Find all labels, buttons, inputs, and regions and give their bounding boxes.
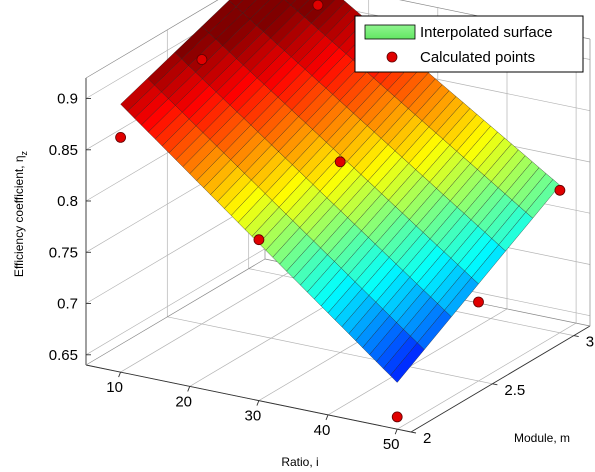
z-tick-label: 0.7 [57, 296, 78, 313]
grid-line-x [397, 322, 577, 430]
grid-line-x [120, 265, 300, 373]
y-tick-mark [492, 383, 498, 386]
x-tick-mark [256, 400, 260, 406]
surface-facet [242, 0, 270, 20]
x-tick-mark [118, 371, 122, 378]
y-tick-label: 3 [586, 334, 594, 351]
grid-line-x [327, 308, 508, 416]
legend-label-points: Calculated points [420, 49, 535, 66]
z-tick-label: 0.8 [57, 193, 78, 210]
z-tick-label: 0.65 [49, 347, 78, 364]
calculated-point [115, 131, 126, 143]
surface-facet [304, 0, 335, 24]
legend-label-surface: Interpolated surface [420, 24, 553, 41]
z-axis-label-sub: z [19, 150, 29, 155]
legend: Interpolated surface Calculated points [354, 15, 584, 73]
x-axis-label: Ratio, i [281, 455, 318, 469]
y-tick-label: 2.5 [504, 382, 525, 399]
tick-labels: 10 20 30 40 50 2 2.5 3 0.65 0.7 0.75 0.8 0.85 0.9 [49, 91, 594, 454]
legend-marker-points [386, 51, 398, 63]
y-tick-mark [410, 431, 417, 434]
x-tick-label: 10 [106, 379, 123, 396]
surface-facet [235, 0, 257, 14]
x-tick-mark [325, 414, 329, 421]
y-tick-label: 2 [423, 430, 431, 447]
x-tick-label: 30 [245, 408, 262, 425]
grid-line-y [167, 316, 493, 385]
y-axis-line [410, 325, 591, 433]
svg-text:Efficiency coefficient, ηz: Efficiency coefficient, ηz [12, 150, 29, 277]
top-edge [85, 0, 219, 79]
surface-facet [284, 0, 296, 6]
calculated-point [312, 0, 324, 11]
calculated-point [391, 411, 403, 423]
surface-facet [228, 0, 244, 8]
z-tick-label: 0.85 [49, 142, 78, 159]
x-axis-line [85, 364, 412, 433]
interpolated-surface [120, 0, 561, 383]
z-tick-label: 0.75 [49, 244, 78, 261]
z-axis-label-main: Efficiency coefficient, η [12, 155, 26, 277]
x-tick-label: 20 [175, 393, 192, 410]
calculated-point [196, 54, 208, 65]
calculated-point [334, 156, 346, 168]
legend-swatch-surface [364, 24, 416, 40]
x-tick-mark [394, 429, 398, 435]
calculated-point [473, 296, 484, 308]
surface-facet [249, 0, 283, 26]
calculated-point [253, 234, 265, 246]
z-axis-label: Efficiency coefficient, ηz [12, 150, 29, 277]
x-tick-label: 50 [383, 436, 400, 453]
y-tick-mark [573, 335, 579, 338]
floor-edge [85, 258, 266, 366]
calculated-point [554, 184, 566, 196]
grid-line-z [85, 248, 266, 356]
x-tick-label: 40 [314, 422, 331, 439]
x-tick-mark [187, 386, 191, 392]
surface-facet [290, 0, 310, 12]
y-axis-label: Module, m [514, 431, 570, 445]
z-tick-label: 0.9 [57, 91, 78, 108]
